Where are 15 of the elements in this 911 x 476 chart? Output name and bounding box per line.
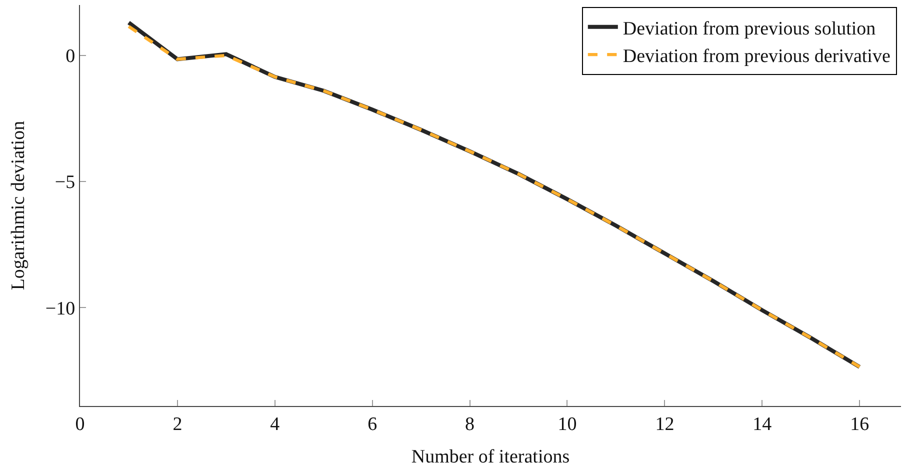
x-tick-label: 8 [465, 414, 475, 435]
x-tick-label: 2 [172, 414, 182, 435]
x-tick-label: 10 [558, 414, 577, 435]
y-tick-label: −5 [54, 172, 76, 194]
x-tick-label: 12 [655, 414, 674, 435]
x-tick-label: 4 [270, 414, 280, 435]
x-tick-label: 16 [850, 414, 870, 435]
legend-label: Deviation from previous solution [622, 18, 876, 40]
y-tick-label: 0 [66, 46, 76, 68]
x-tick-label: 6 [368, 414, 378, 435]
legend-label: Deviation from previous derivative [622, 46, 890, 67]
y-axis-title: Logarithmic deviation [8, 120, 30, 290]
x-axis-title: Number of iterations [411, 446, 570, 468]
y-tick-label: −10 [45, 298, 76, 320]
x-tick-label: 14 [752, 414, 772, 435]
